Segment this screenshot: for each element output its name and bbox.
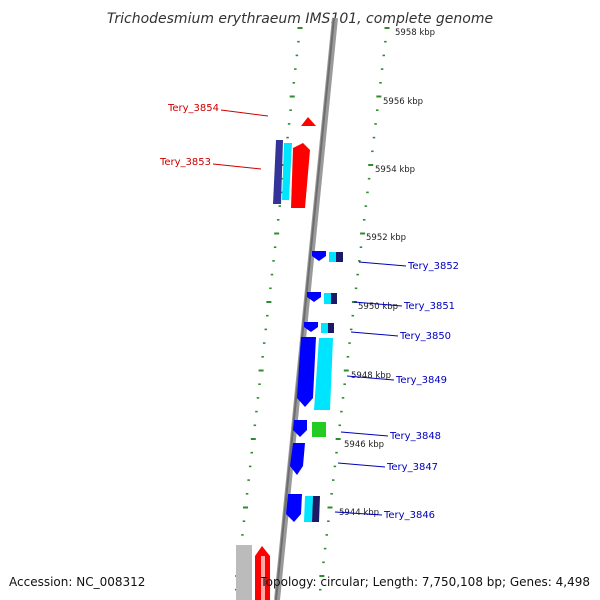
gene-tery-3849[interactable] bbox=[297, 337, 316, 407]
kbp-label-5950: 5950 kbp bbox=[358, 302, 398, 312]
leader-tery-3854 bbox=[220, 109, 269, 117]
gene-tery-3853-block-2 bbox=[282, 143, 292, 200]
gene-tery-3848-block-green bbox=[312, 422, 326, 437]
gene-label-tery-3849[interactable]: Tery_3849 bbox=[395, 375, 447, 386]
gene-label-tery-3851[interactable]: Tery_3851 bbox=[403, 301, 455, 312]
gene-tery-3848[interactable] bbox=[293, 420, 307, 437]
gene-label-tery-3848[interactable]: Tery_3848 bbox=[389, 431, 441, 442]
gene-tery-3850-block-navy bbox=[328, 323, 334, 333]
map-title: Trichodesmium erythraeum IMS101, complet… bbox=[107, 11, 493, 27]
gene-label-tery-3854[interactable]: Tery_3854 bbox=[167, 103, 219, 114]
kbp-label-5954: 5954 kbp bbox=[375, 165, 415, 175]
gene-tery-3854[interactable] bbox=[301, 117, 316, 126]
leader-tery-3852 bbox=[358, 261, 407, 267]
leader-tery-3850 bbox=[350, 331, 399, 337]
kbp-label-5946: 5946 kbp bbox=[344, 440, 384, 450]
gene-tery-3846-block-navy bbox=[312, 496, 320, 522]
kbp-labels: 5958 kbp 5956 kbp 5954 kbp 5952 kbp 5950… bbox=[339, 28, 435, 518]
gene-label-tery-3847[interactable]: Tery_3847 bbox=[386, 462, 438, 473]
gene-labels: Tery_3854 Tery_3853 Tery_3852 Tery_3851 … bbox=[159, 103, 459, 521]
gene-partial-grey bbox=[236, 545, 252, 600]
gene-label-tery-3846[interactable]: Tery_3846 bbox=[383, 510, 435, 521]
leader-tery-3847 bbox=[337, 462, 386, 468]
leader-lines bbox=[212, 109, 407, 516]
gene-tery-3852-block-navy bbox=[336, 252, 343, 262]
genome-backbone-core bbox=[275, 17, 335, 600]
gene-tery-3849-block-cyan bbox=[314, 338, 333, 410]
gene-partial-red-highlight bbox=[261, 556, 265, 600]
topology-text: Topology: circular; Length: 7,750,108 bp… bbox=[259, 575, 590, 589]
leader-tery-3848 bbox=[340, 431, 389, 437]
gene-label-tery-3850[interactable]: Tery_3850 bbox=[399, 331, 451, 342]
forward-genes bbox=[236, 117, 316, 600]
kbp-label-5958: 5958 kbp bbox=[395, 28, 435, 38]
gene-tery-3853[interactable] bbox=[291, 143, 310, 208]
leader-tery-3849 bbox=[346, 375, 395, 381]
gene-tery-3851-block-cyan bbox=[324, 293, 331, 304]
gene-tery-3851[interactable] bbox=[307, 292, 321, 302]
gene-tery-3847[interactable] bbox=[290, 443, 305, 475]
leader-tery-3853 bbox=[212, 163, 262, 170]
gene-tery-3853-block-1 bbox=[273, 140, 283, 204]
reverse-genes bbox=[286, 251, 343, 522]
leader-tery-3851 bbox=[353, 301, 403, 307]
kbp-label-5956: 5956 kbp bbox=[383, 97, 423, 107]
gene-tery-3850[interactable] bbox=[304, 322, 318, 332]
gene-tery-3850-block-cyan bbox=[321, 323, 328, 333]
gene-label-tery-3853[interactable]: Tery_3853 bbox=[159, 157, 211, 168]
kbp-label-5952: 5952 kbp bbox=[366, 233, 406, 243]
gene-tery-3851-block-navy bbox=[331, 293, 337, 304]
gene-tery-3852-block-cyan bbox=[329, 252, 336, 262]
gene-tery-3846[interactable] bbox=[286, 494, 302, 522]
gene-tery-3852[interactable] bbox=[312, 251, 326, 261]
leader-tery-3846 bbox=[334, 511, 383, 516]
accession-text: Accession: NC_008312 bbox=[9, 575, 145, 589]
kbp-label-5944: 5944 kbp bbox=[339, 508, 379, 518]
kbp-label-5948: 5948 kbp bbox=[351, 371, 391, 381]
gene-label-tery-3852[interactable]: Tery_3852 bbox=[407, 261, 459, 272]
gene-tery-3846-block-cyan bbox=[304, 496, 313, 522]
